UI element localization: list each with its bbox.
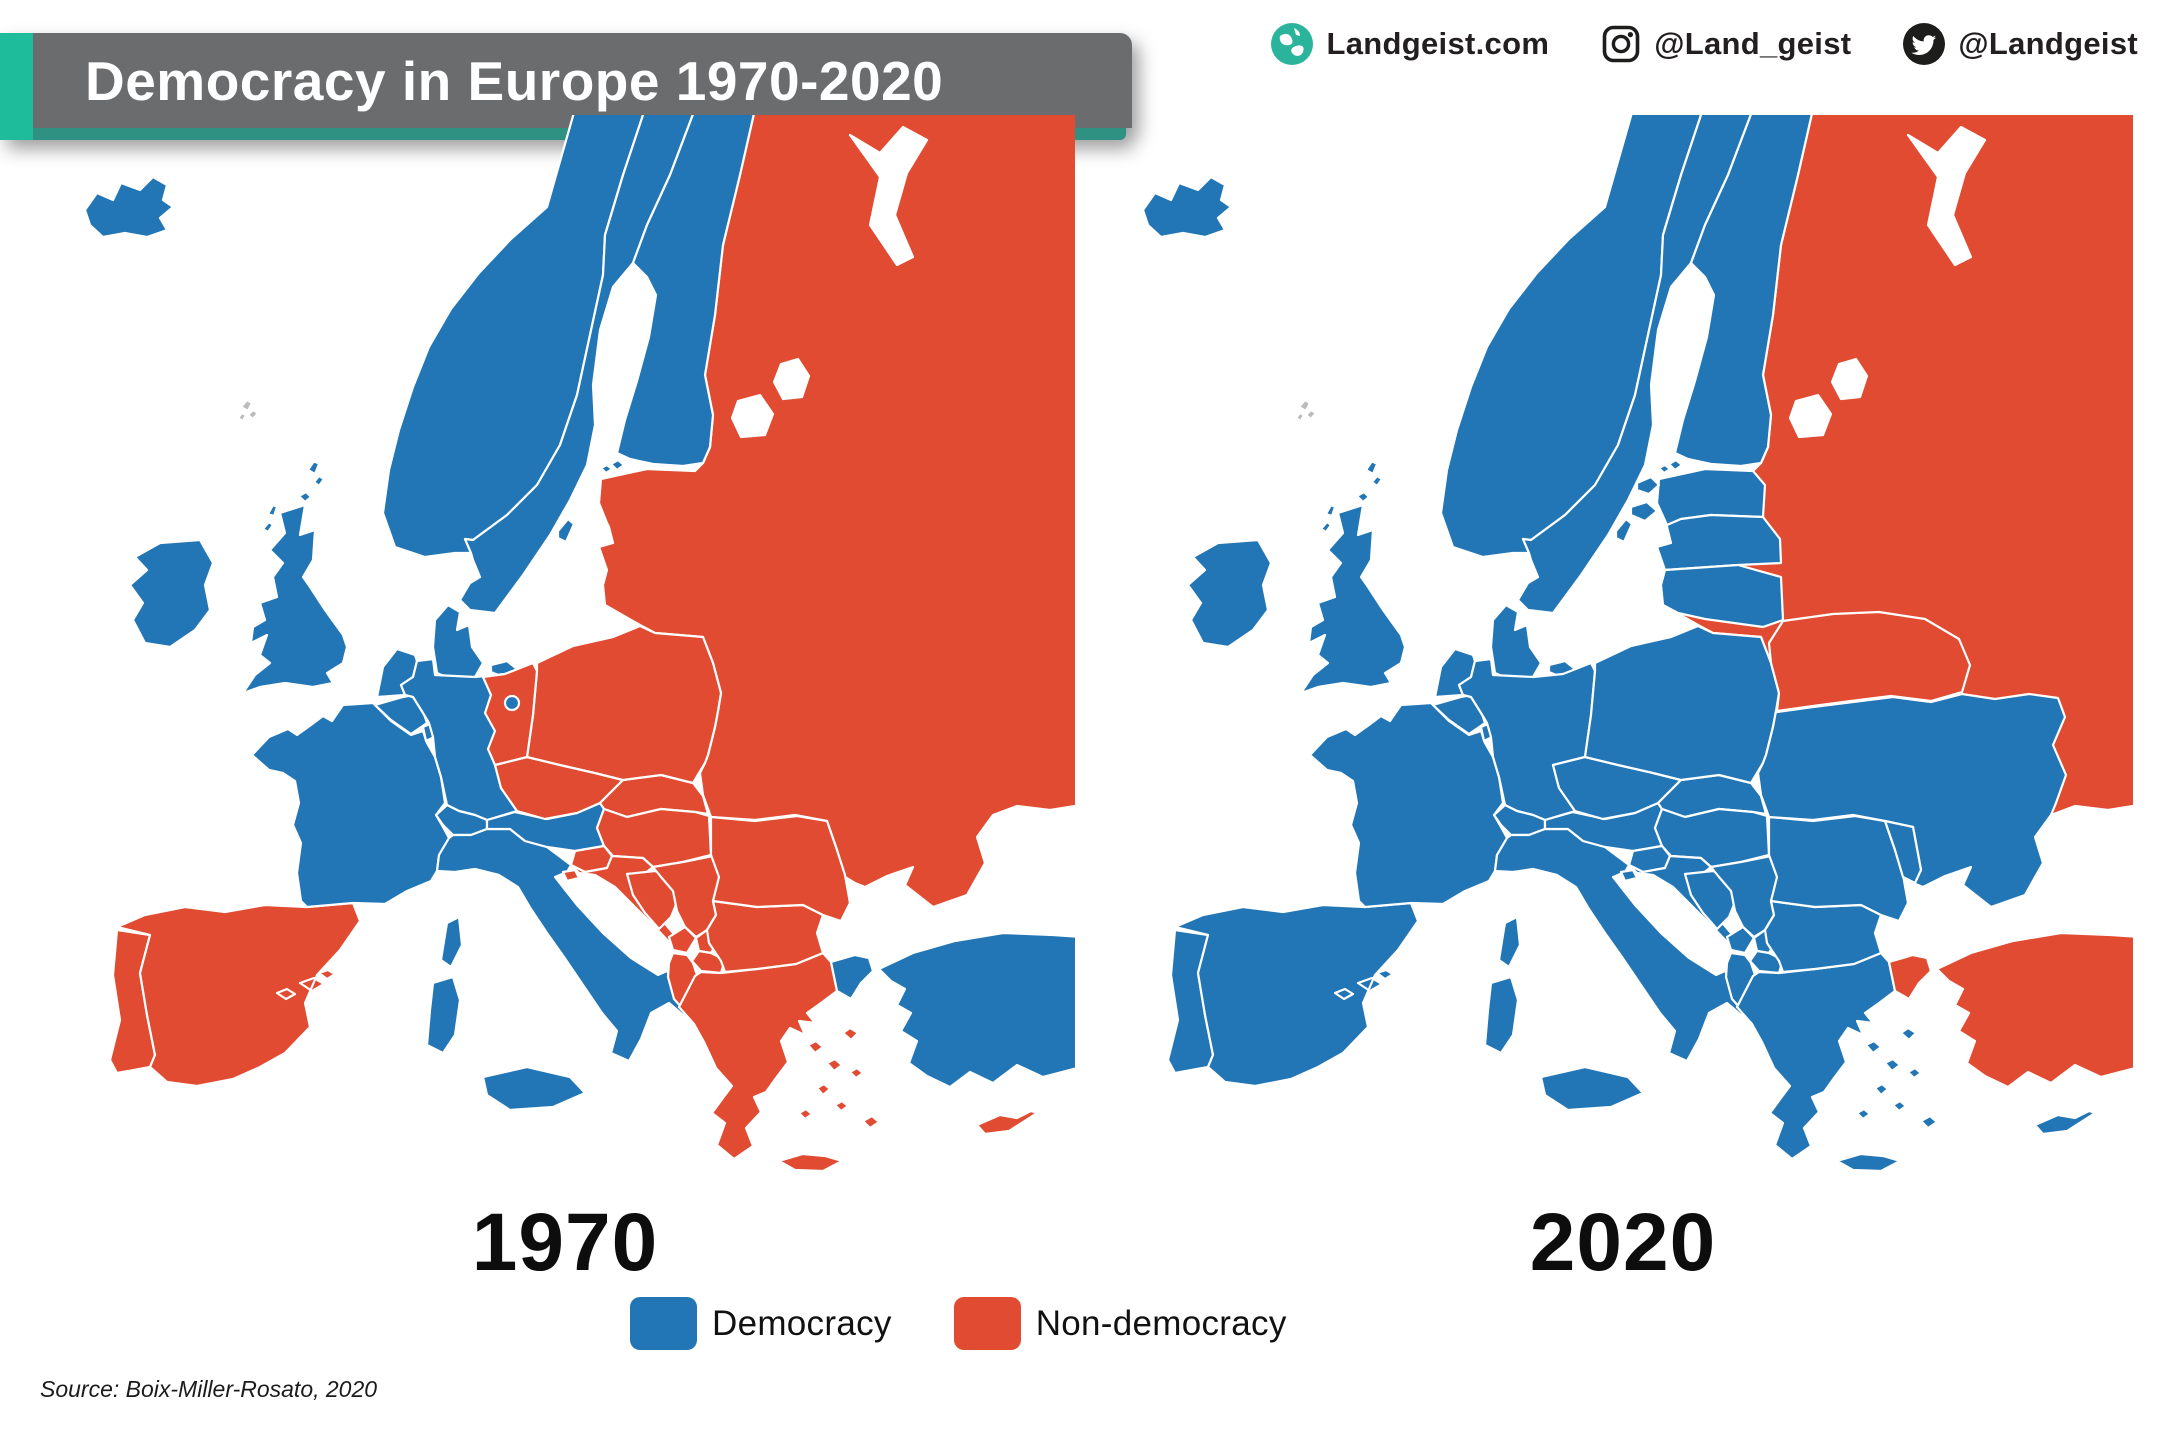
country-sweden [458, 115, 694, 615]
map-2020 [1113, 115, 2133, 1180]
country-finland [1657, 115, 1813, 475]
europe-map-1970 [83, 115, 1075, 1173]
legend-label-democracy: Democracy [712, 1303, 892, 1343]
title-banner: Democracy in Europe 1970-2020 [0, 33, 1132, 140]
sea-white-sea [848, 125, 929, 267]
country-ireland [128, 538, 215, 649]
website-label: Landgeist.com [1326, 26, 1550, 61]
year-label-1970: 1970 [471, 1197, 659, 1288]
sea-white-sea [1906, 125, 1987, 267]
instagram-icon [1602, 25, 1640, 63]
landgeist-globe-icon [1270, 23, 1313, 65]
source-note: Source: Boix-Miller-Rosato, 2020 [40, 1376, 378, 1402]
website-link[interactable]: Landgeist.com [1270, 22, 1550, 66]
country-belarus [1767, 610, 1972, 713]
country-iceland [1141, 175, 1233, 239]
country-west-berlin [503, 694, 521, 712]
country-montenegro [1725, 925, 1756, 955]
country-estonia [1629, 467, 1767, 527]
country-moldova [1883, 819, 1923, 885]
country-finland [599, 115, 755, 475]
country-iceland [83, 175, 175, 239]
country-ireland [1186, 538, 1273, 649]
country-cyprus [2033, 1109, 2097, 1136]
instagram-link[interactable]: @Land_geist [1601, 24, 1851, 64]
europe-map-2020 [1141, 115, 2133, 1173]
twitter-label: @Landgeist [1958, 26, 2138, 61]
legend-swatch-democracy [630, 1297, 697, 1350]
instagram-label: @Land_geist [1654, 26, 1852, 61]
country-faroe [236, 398, 260, 423]
country-turkey [1887, 931, 2133, 1089]
country-spain [1173, 901, 1420, 1088]
country-ukraine [1756, 692, 2068, 909]
country-greece [1735, 951, 1939, 1173]
country-romania [709, 814, 852, 923]
year-label-2020: 2020 [1529, 1197, 1717, 1288]
country-uk [241, 459, 349, 695]
country-turkey [829, 931, 1075, 1089]
country-spain [115, 901, 362, 1088]
map-1970 [55, 115, 1075, 1180]
country-montenegro [667, 925, 698, 955]
legend: Democracy Non-democracy [630, 1297, 1287, 1350]
legend-item-democracy: Democracy [630, 1297, 892, 1350]
country-east-germany [481, 661, 539, 767]
legend-label-non-democracy: Non-democracy [1035, 1303, 1287, 1343]
legend-swatch-non-democracy [953, 1297, 1021, 1350]
country-cyprus [975, 1109, 1039, 1136]
country-france [1308, 701, 1522, 969]
country-uk [1299, 459, 1407, 695]
country-france [250, 701, 464, 969]
sea-lakes [1788, 357, 1869, 439]
title-accent-bar [0, 33, 33, 140]
title-background: Democracy in Europe 1970-2020 [33, 33, 1132, 128]
country-faroe [1294, 398, 1318, 423]
country-greece [677, 951, 881, 1173]
legend-item-non-democracy: Non-democracy [953, 1297, 1287, 1350]
country-poland [525, 624, 723, 785]
sea-lakes [730, 357, 811, 439]
page-title: Democracy in Europe 1970-2020 [85, 49, 944, 112]
country-latvia [1655, 513, 1783, 572]
twitter-icon [1903, 23, 1946, 65]
brand-bar: Landgeist.com @Land_geist @Landgeist [1270, 22, 2138, 66]
twitter-link[interactable]: @Landgeist [1903, 23, 2138, 65]
country-lithuania [1659, 563, 1785, 629]
country-poland [1583, 624, 1781, 785]
country-sweden [1516, 115, 1752, 615]
